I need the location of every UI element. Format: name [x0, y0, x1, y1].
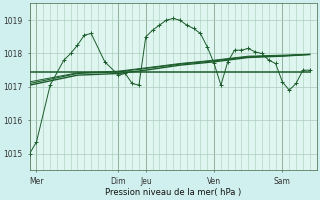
X-axis label: Pression niveau de la mer( hPa ): Pression niveau de la mer( hPa ) — [105, 188, 241, 197]
